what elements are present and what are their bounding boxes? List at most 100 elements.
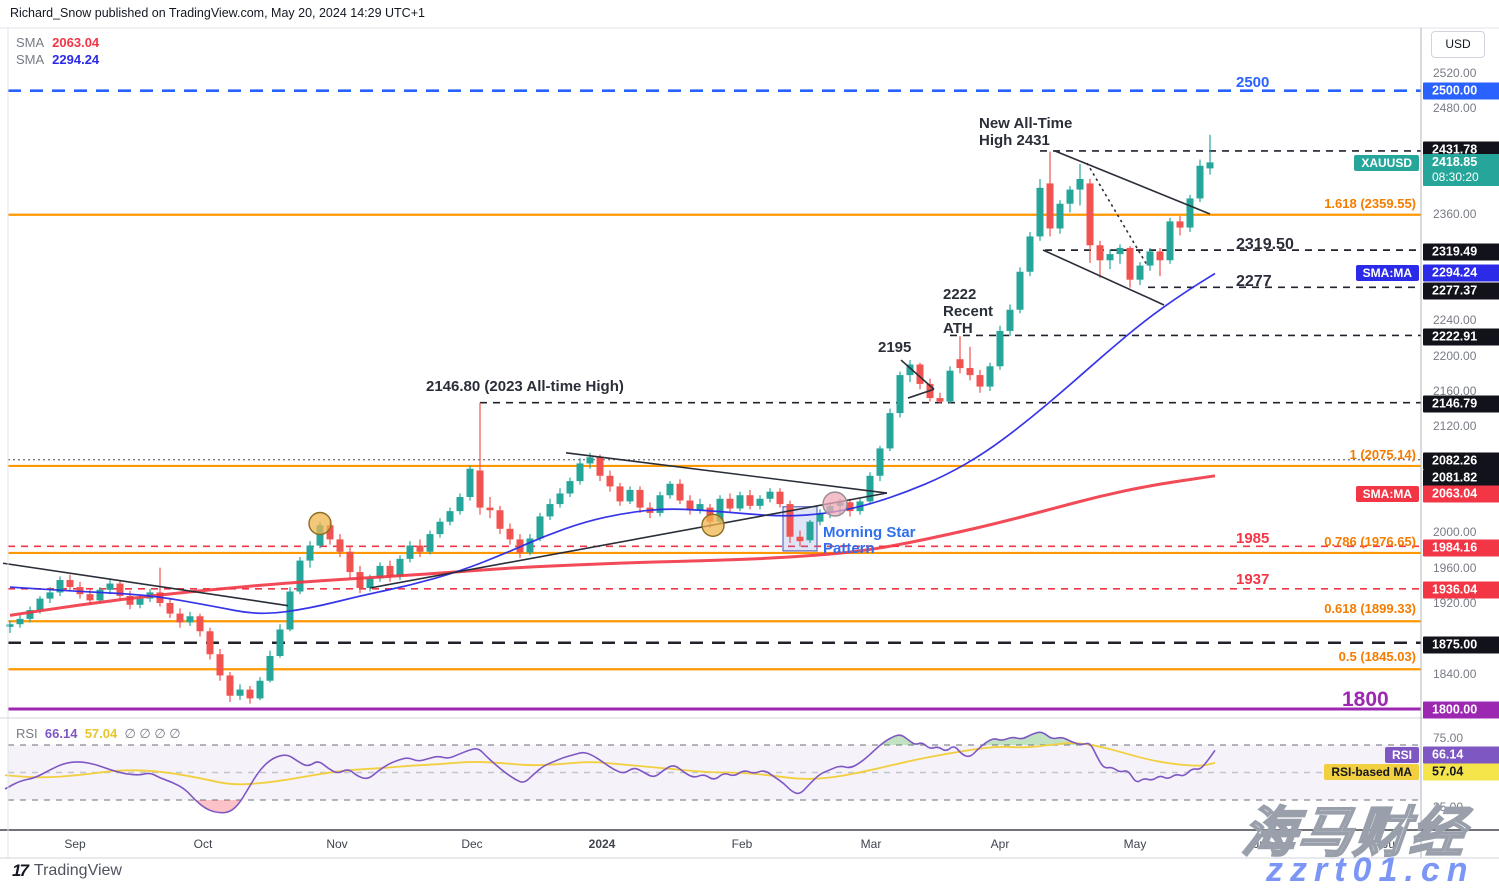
price-badge-2081.82: 2081.82 bbox=[1423, 469, 1499, 487]
time-axis-label-Sep[interactable]: Sep bbox=[64, 837, 86, 851]
price-axis-tick[interactable]: 2120.00 bbox=[1433, 419, 1477, 433]
price-axis-tick[interactable]: 1960.00 bbox=[1433, 561, 1477, 575]
candle-body bbox=[1096, 245, 1104, 261]
circle-marker-pink bbox=[822, 491, 848, 517]
candle-body bbox=[206, 631, 214, 655]
price-badge-2277.37: 2277.37 bbox=[1423, 282, 1499, 300]
time-axis-label-Jun[interactable]: Jun bbox=[1253, 837, 1273, 851]
candle-body bbox=[616, 486, 624, 502]
candle-body bbox=[86, 594, 94, 601]
price-axis-tick[interactable]: 2000.00 bbox=[1433, 525, 1477, 539]
price-badge-2082.26: 2082.26 bbox=[1423, 452, 1499, 470]
currency-toggle-button[interactable]: USD bbox=[1431, 31, 1485, 58]
trendline-1 bbox=[565, 452, 888, 494]
candle-body bbox=[896, 375, 904, 414]
candle-body bbox=[556, 493, 564, 505]
candle-body bbox=[1196, 165, 1204, 199]
sma-legend-row-slow: SMA 2294.24 bbox=[16, 51, 99, 68]
candle-body bbox=[1036, 187, 1044, 237]
candle-body bbox=[1176, 221, 1184, 228]
time-axis-label-Dec[interactable]: Dec bbox=[461, 837, 483, 851]
candle-body bbox=[916, 364, 924, 384]
price-axis-tick[interactable]: 1840.00 bbox=[1433, 667, 1477, 681]
annotation-text: 1.618 (2359.55) bbox=[1324, 196, 1416, 211]
candle-body bbox=[606, 475, 614, 487]
candle-body bbox=[676, 483, 684, 501]
trendline-3 bbox=[900, 359, 935, 390]
annotation-text: 2277 bbox=[1236, 273, 1272, 290]
candle-body bbox=[596, 457, 604, 476]
time-axis-label-Feb[interactable]: Feb bbox=[731, 837, 753, 851]
price-axis-tick[interactable]: 2160.00 bbox=[1433, 384, 1477, 398]
candle-body bbox=[326, 525, 334, 540]
candle-body bbox=[526, 538, 534, 553]
annotation-text: Recent bbox=[943, 303, 994, 320]
candle-body bbox=[216, 654, 224, 676]
annotation-text: Morning Star bbox=[823, 524, 916, 541]
price-axis-tick[interactable]: 25.00 bbox=[1433, 800, 1464, 814]
candle-body bbox=[866, 475, 874, 502]
candle-body bbox=[106, 583, 114, 590]
candle-body bbox=[786, 504, 794, 537]
price-badge-1875.00: 1875.00 bbox=[1423, 636, 1499, 654]
price-badge-2146.79: 2146.79 bbox=[1423, 395, 1499, 413]
candle-body bbox=[746, 495, 754, 506]
time-axis-label-Mar[interactable]: Mar bbox=[860, 837, 882, 851]
time-axis-label-May[interactable]: May bbox=[1123, 837, 1147, 851]
candle-body bbox=[46, 592, 54, 599]
candle-body bbox=[576, 463, 584, 482]
annotation-text: ATH bbox=[943, 320, 973, 337]
candle-body bbox=[1166, 221, 1174, 261]
candle-body bbox=[366, 578, 374, 588]
candle-body bbox=[276, 629, 284, 656]
candle-body bbox=[396, 558, 404, 577]
rsi-empty-values: ∅ ∅ ∅ ∅ bbox=[124, 726, 181, 741]
candle-body bbox=[176, 613, 184, 623]
candle-body bbox=[1106, 254, 1114, 261]
time-axis-label-Oct[interactable]: Oct bbox=[193, 837, 213, 851]
price-badge-1936.04: 1936.04 bbox=[1423, 581, 1499, 599]
candle-body bbox=[906, 364, 914, 376]
candle-body bbox=[196, 616, 204, 632]
candle-body bbox=[536, 516, 544, 539]
annotation-text: 2146.80 (2023 All-time High) bbox=[426, 378, 624, 395]
candle-body bbox=[696, 504, 704, 511]
candle-body bbox=[96, 589, 104, 601]
rsi-overbought-fill bbox=[982, 731, 1082, 745]
trendline-6 bbox=[1042, 249, 1165, 306]
candle-body bbox=[186, 616, 194, 623]
price-axis-tick[interactable]: 1920.00 bbox=[1433, 596, 1477, 610]
candle-body bbox=[336, 539, 344, 552]
candle-body bbox=[1116, 247, 1124, 255]
annotation-text: 0.786 (1976.65) bbox=[1324, 534, 1416, 549]
candle-body bbox=[626, 489, 634, 502]
candle-body bbox=[6, 624, 14, 627]
candle-body bbox=[1126, 247, 1134, 280]
price-axis-tick[interactable]: 75.00 bbox=[1433, 731, 1464, 745]
price-axis-tick[interactable]: 2200.00 bbox=[1433, 349, 1477, 363]
price-badge-2418.85: 2418.85 08:30:20 bbox=[1423, 154, 1499, 186]
candle-body bbox=[506, 528, 514, 540]
price-axis-tick[interactable]: 2240.00 bbox=[1433, 313, 1477, 327]
candle-body bbox=[426, 534, 434, 552]
candle-body bbox=[816, 512, 824, 522]
series-chip-sma-ma: SMA:MA bbox=[1355, 486, 1419, 502]
price-axis-tick[interactable]: 2360.00 bbox=[1433, 207, 1477, 221]
price-badge-2500.00: 2500.00 bbox=[1423, 82, 1499, 100]
time-axis-label-Apr[interactable]: Apr bbox=[990, 837, 1010, 851]
tradingview-attribution[interactable]: 17 TradingView bbox=[12, 861, 122, 881]
candle-body bbox=[796, 536, 804, 542]
candle-body bbox=[306, 545, 314, 561]
time-axis-label-2024[interactable]: 2024 bbox=[588, 837, 616, 851]
candle-body bbox=[266, 656, 274, 681]
time-axis-label-Nov[interactable]: Nov bbox=[326, 837, 348, 851]
price-axis-tick[interactable]: 2520.00 bbox=[1433, 66, 1477, 80]
candle-body bbox=[936, 398, 944, 402]
rsi-legend[interactable]: RSI 66.14 57.04 ∅ ∅ ∅ ∅ bbox=[16, 726, 181, 742]
price-axis-tick[interactable]: 2480.00 bbox=[1433, 101, 1477, 115]
rsi-overbought-fill bbox=[880, 734, 915, 745]
candle-body bbox=[496, 510, 504, 529]
sma-legend[interactable]: SMA 2063.04 SMA 2294.24 bbox=[16, 34, 99, 68]
time-axis-label-Jul[interactable]: Jul bbox=[1382, 837, 1398, 851]
